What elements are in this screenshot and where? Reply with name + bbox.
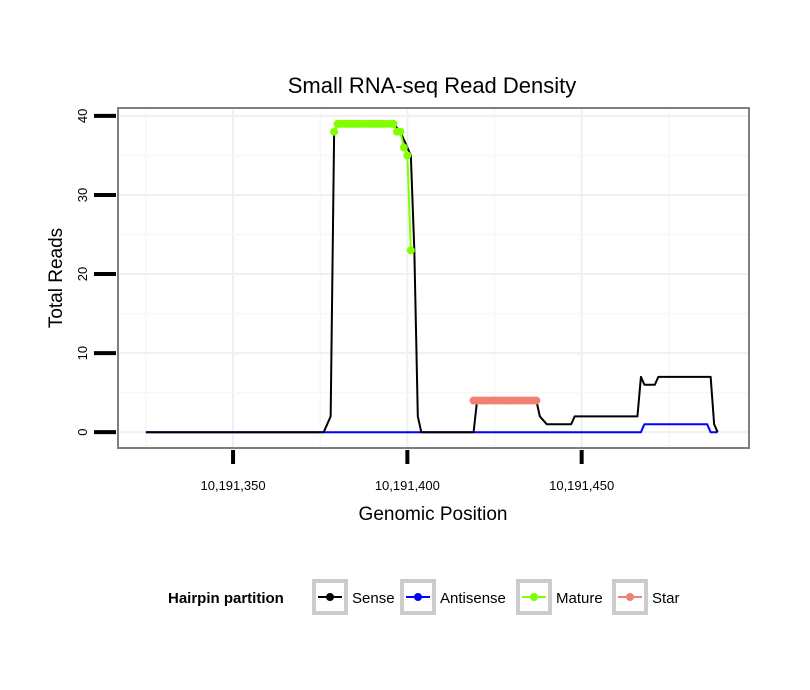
legend-item-star: Star: [612, 579, 680, 615]
plot-area: [118, 108, 749, 448]
x-tick-label: 10,191,400: [375, 478, 440, 493]
y-tick-label: 30: [75, 188, 90, 202]
data-point-mature: [399, 143, 408, 152]
data-point-mature: [406, 246, 415, 255]
series-antisense: [145, 423, 718, 434]
plot-background: [118, 108, 749, 448]
x-tick-label: 10,191,450: [549, 478, 614, 493]
data-point-star: [532, 396, 541, 405]
data-point-mature: [389, 119, 398, 128]
series-mature: [330, 119, 415, 255]
legend-key-point: [626, 593, 634, 601]
grid: [118, 108, 749, 448]
data-point-mature: [330, 127, 339, 136]
x-tick-label: 10,191,350: [201, 478, 266, 493]
y-tick-label: 0: [75, 429, 90, 436]
plot-border: [117, 107, 750, 449]
legend-label: Antisense: [440, 590, 506, 607]
y-axis-title: Total Reads: [46, 228, 67, 328]
y-tick-label: 10: [75, 346, 90, 360]
x-axis: 10,191,350 10,191,400 10,191,450: [201, 450, 614, 493]
legend-title: Hairpin partition: [168, 590, 284, 607]
y-axis: 0 10 20 30 40: [75, 109, 116, 436]
legend-label: Sense: [352, 590, 395, 607]
legend-label: Mature: [556, 590, 603, 607]
y-tick-label: 20: [75, 267, 90, 281]
data-point-mature: [396, 127, 405, 136]
legend-item-sense: Sense: [312, 579, 395, 615]
legend-item-mature: Mature: [516, 579, 603, 615]
chart-title: Small RNA-seq Read Density: [288, 73, 577, 98]
legend-key-point: [326, 593, 334, 601]
series-layer: [145, 119, 719, 434]
y-tick-label: 40: [75, 109, 90, 123]
series-line-antisense: [145, 423, 718, 434]
x-axis-title: Genomic Position: [359, 504, 508, 525]
legend-key-point: [414, 593, 422, 601]
legend-item-antisense: Antisense: [400, 579, 506, 615]
legend: Hairpin partition Sense Antisense Mature St…: [168, 579, 680, 615]
legend-label: Star: [652, 590, 680, 607]
data-point-mature: [403, 151, 412, 160]
legend-key-point: [530, 593, 538, 601]
series-star: [469, 396, 541, 405]
